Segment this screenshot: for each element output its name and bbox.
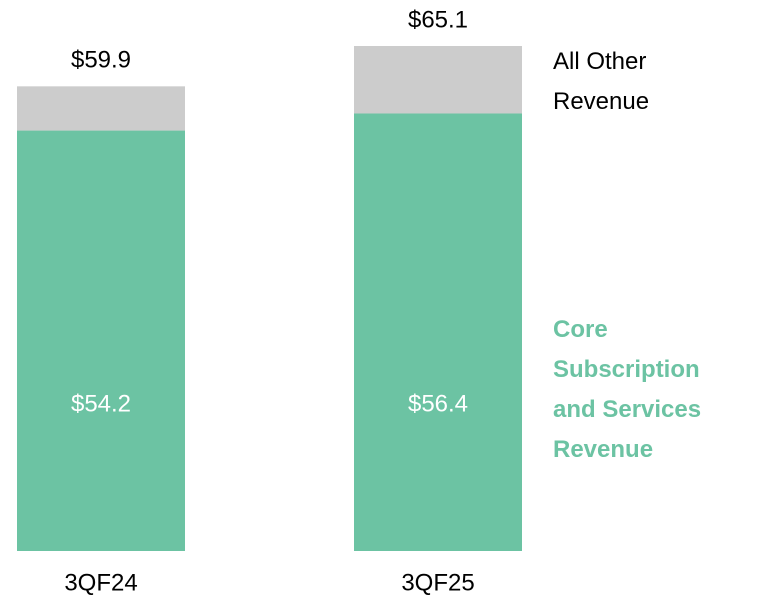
bar-segment <box>354 113 522 552</box>
total-label: $59.9 <box>71 47 131 74</box>
x-tick-label: 3QF24 <box>64 569 137 596</box>
value-label: $56.4 <box>408 390 468 417</box>
bar-segment <box>354 46 522 114</box>
legend-label: Core Subscription and Services Revenue <box>553 316 702 463</box>
total-label: $65.1 <box>408 6 468 33</box>
bar-segment <box>17 86 185 131</box>
x-tick-label: 3QF25 <box>401 569 474 596</box>
legend-label: All Other Revenue <box>553 48 650 115</box>
value-label: $54.2 <box>71 390 131 417</box>
bar-segment <box>17 130 185 551</box>
